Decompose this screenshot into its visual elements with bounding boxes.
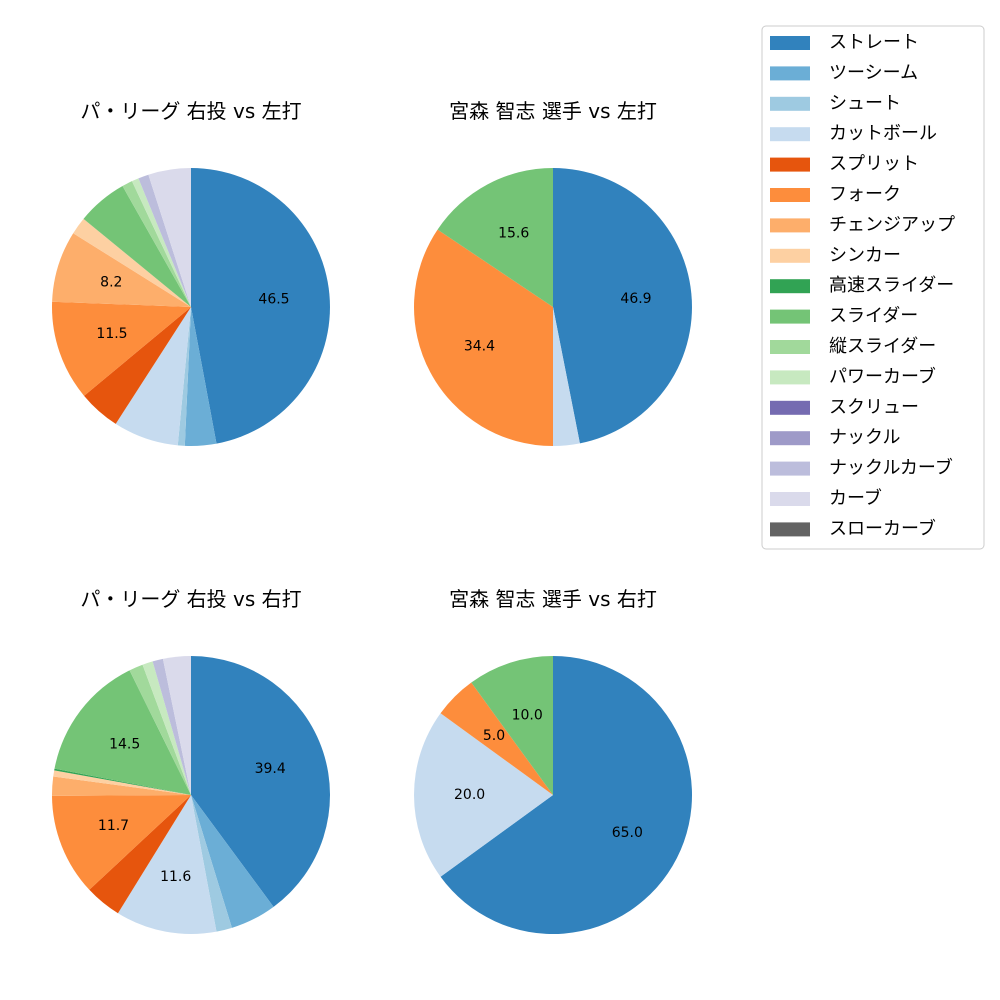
pie-slice-カーブ — [162, 656, 191, 795]
legend-swatch — [770, 36, 810, 50]
legend-swatch — [770, 157, 810, 172]
pie-slice-シュート — [191, 795, 232, 932]
slice-value-label: 14.5 — [109, 736, 140, 752]
legend-label: ストレート — [829, 32, 919, 53]
pie-slice-カーブ — [148, 168, 191, 307]
pie-slice-シュート — [177, 307, 191, 446]
legend-swatch — [770, 340, 810, 354]
slice-value-label: 65.0 — [612, 825, 643, 841]
legend-swatch — [770, 248, 810, 263]
pie-slice-チェンジアップ — [52, 233, 191, 307]
legend-label: チェンジアップ — [829, 214, 955, 235]
pie-slice-カットボール — [553, 307, 580, 446]
slice-value-label: 5.0 — [483, 728, 505, 744]
legend-label: ナックル — [829, 427, 900, 448]
legend-swatch — [770, 96, 810, 111]
pie-chart-1: パ・リーグ 右投 vs 左打 46.5 11.5 8.2 — [51, 99, 330, 446]
legend-label: シンカー — [829, 245, 901, 266]
pie-slice-スプリット — [84, 307, 191, 424]
slice-value-label: 10.0 — [512, 708, 543, 724]
legend-swatch — [770, 461, 810, 476]
legend-label: フォーク — [829, 184, 901, 205]
legend-label: カーブ — [829, 487, 882, 509]
pie-slice-スライダー — [437, 168, 553, 307]
legend-label: スライダー — [829, 306, 918, 327]
pie-slice-パワーカーブ — [142, 661, 191, 795]
slice-value-label: 8.2 — [100, 274, 122, 290]
legend-swatch — [770, 188, 810, 202]
pie-slice-ストレート — [191, 168, 330, 444]
legend-label: ナックルカーブ — [829, 457, 953, 479]
pie-slice-フォーク — [52, 795, 191, 890]
legend-frame — [761, 25, 985, 550]
pie-slice-カットボール — [115, 307, 191, 446]
legend-label: ツーシーム — [829, 62, 918, 83]
pie-slice-ストレート — [191, 656, 331, 907]
slice-value-label: 39.4 — [255, 761, 286, 777]
legend-swatch — [770, 279, 810, 294]
legend-label: パワーカーブ — [829, 365, 936, 387]
legend-swatch — [770, 309, 810, 324]
pie-slice-縦スライダー — [122, 181, 191, 307]
legend-swatch — [770, 370, 810, 385]
pie-slice-ツーシーム — [184, 307, 217, 446]
pie-chart-3: パ・リーグ 右投 vs 右打 39.4 11.6 11.7 14.5 — [51, 587, 331, 934]
legend-swatch — [770, 127, 810, 142]
pie-slice-ナックルカーブ — [138, 174, 191, 307]
pie-slice-スライダー — [471, 656, 553, 795]
pie-chart-4: 宮森 智志 選手 vs 右打 65.0 20.0 5.0 10.0 — [414, 587, 693, 934]
pie-slice-カットボール — [117, 795, 217, 934]
chart-title: 宮森 智志 選手 vs 左打 — [449, 99, 657, 123]
pie-slice-ナックルカーブ — [152, 658, 191, 795]
pie-slice-フォーク — [440, 682, 553, 795]
legend-swatch — [770, 431, 810, 446]
pie-slice-スライダー — [54, 670, 191, 795]
pie-slice-ストレート — [440, 656, 693, 934]
slice-value-label: 46.9 — [620, 291, 651, 307]
pie-slice-チェンジアップ — [51, 776, 192, 796]
legend-swatch — [770, 66, 810, 81]
chart-title: 宮森 智志 選手 vs 右打 — [449, 587, 657, 611]
pie-slice-スライダー — [83, 186, 191, 307]
pie-slice-パワーカーブ — [131, 178, 191, 307]
pie-slice-フォーク — [51, 301, 191, 396]
legend: ストレートツーシームシュートカットボールスプリットフォークチェンジアップシンカー… — [761, 25, 985, 550]
legend-swatch — [770, 492, 810, 506]
legend-swatch — [770, 400, 810, 415]
pie-slice-ストレート — [553, 168, 692, 444]
legend-label: 縦スライダー — [829, 336, 936, 357]
slice-value-label: 11.6 — [160, 869, 191, 885]
pie-slice-カットボール — [414, 713, 553, 877]
pie-slice-ツーシーム — [191, 795, 274, 928]
chart-title: パ・リーグ 右投 vs 左打 — [80, 99, 301, 123]
slice-value-label: 11.5 — [96, 326, 127, 342]
pie-slice-フォーク — [413, 229, 553, 446]
slice-value-label: 15.6 — [498, 225, 529, 241]
pie-slice-シンカー — [73, 218, 191, 307]
slice-value-label: 11.7 — [98, 818, 129, 834]
pie-slice-シンカー — [53, 770, 191, 795]
legend-label: スプリット — [829, 154, 919, 175]
legend-label: 高速スライダー — [829, 275, 954, 296]
legend-label: スローカーブ — [829, 517, 936, 539]
slice-value-label: 34.4 — [464, 338, 495, 354]
slice-value-label: 20.0 — [454, 787, 485, 803]
pie-chart-2: 宮森 智志 選手 vs 左打 46.9 34.4 15.6 — [413, 99, 692, 446]
legend-label: スクリュー — [829, 397, 919, 418]
pie-slice-縦スライダー — [129, 664, 191, 795]
chart-title: パ・リーグ 右投 vs 右打 — [80, 587, 301, 611]
pie-slice-スプリット — [89, 795, 191, 914]
legend-label: カットボール — [829, 123, 937, 144]
legend-label: シュート — [829, 93, 901, 114]
legend-swatch — [770, 218, 810, 233]
slice-value-label: 46.5 — [258, 291, 289, 307]
pie-slice-高速スライダー — [54, 768, 192, 795]
legend-swatch — [770, 522, 810, 537]
